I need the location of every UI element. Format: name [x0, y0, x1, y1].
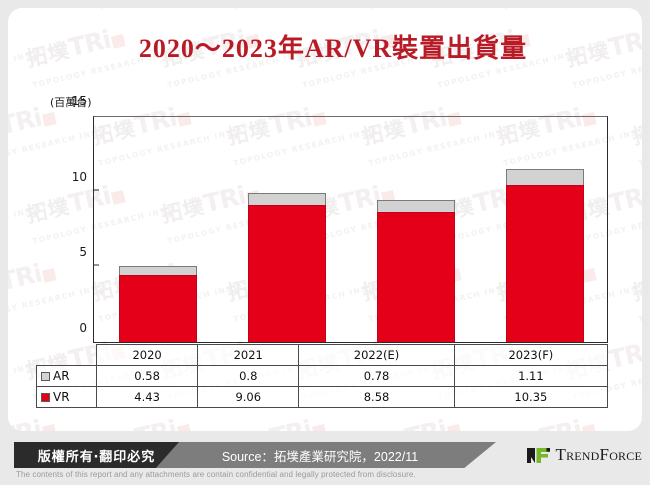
table-data-cell: 1.11 — [453, 365, 609, 387]
watermark-tile: 拓墣TRi■TOPOLOGY RESEARCH INSTITUTE — [89, 8, 270, 14]
table-data-cell: 0.8 — [197, 365, 300, 387]
bar-segment-vr — [248, 204, 327, 342]
table-corner-cell — [37, 345, 97, 366]
source-banner: Source：拓墣產業研究院，2022/11 — [144, 442, 496, 468]
footer: 版權所有‧翻印必究 Source：拓墣產業研究院，2022/11 TrendFo… — [14, 442, 650, 468]
watermark-tile: 拓墣TRi■TOPOLOGY RESEARCH INSTITUTE — [359, 8, 540, 14]
vr-swatch — [41, 393, 50, 402]
ar-swatch — [41, 372, 50, 381]
bar-group-2021 — [248, 192, 327, 342]
watermark-tile: 拓墣TRi■TOPOLOGY RESEARCH INSTITUTE — [629, 271, 642, 324]
bar-segment-vr — [119, 274, 198, 342]
page-title: 2020～2023年AR/VR裝置出貨量 — [138, 34, 528, 63]
table-data-cell: 8.58 — [298, 386, 455, 408]
table-data-cell: 0.58 — [95, 365, 199, 387]
bar-segment-ar — [505, 168, 584, 186]
trendforce-logo: TrendForce — [527, 441, 642, 469]
bar-segment-ar — [119, 266, 198, 275]
disclaimer-text: The contents of this report and any atta… — [16, 470, 416, 479]
legend-cell-ar: AR — [36, 365, 97, 387]
table-header-cell: 2021 — [197, 344, 300, 366]
table-data-cell: 10.35 — [453, 386, 609, 408]
y-axis-tick-label: 0 — [79, 321, 87, 335]
table-data-cell: 9.06 — [197, 386, 300, 408]
bar-segment-ar — [248, 192, 327, 205]
table-data-cell: 0.78 — [298, 365, 455, 387]
watermark-tile: 拓墣TRi■TOPOLOGY RESEARCH INSTITUTE — [629, 115, 642, 168]
table-row: AR 0.58 0.8 0.78 1.11 — [36, 365, 609, 387]
y-axis-tick-mark — [94, 264, 99, 266]
y-axis-tick-label: 15 — [71, 94, 87, 108]
table-data-cell: 4.43 — [95, 386, 199, 408]
bar-group-2023f — [505, 168, 584, 342]
table-header-row: 2020 2021 2022(E) 2023(F) — [37, 344, 609, 366]
trendforce-logo-icon — [527, 447, 551, 463]
trendforce-logo-text: TrendForce — [555, 445, 642, 464]
watermark-tile: 拓墣TRi■TOPOLOGY RESEARCH INSTITUTE — [494, 8, 642, 14]
watermark-tile: 拓墣TRi■TOPOLOGY RESEARCH INSTITUTE — [224, 8, 405, 14]
bar-segment-ar — [376, 200, 455, 213]
watermark-tile: 拓墣TRi■TOPOLOGY RESEARCH INSTITUTE — [629, 8, 642, 14]
y-axis-tick-label: 5 — [79, 245, 87, 260]
watermark-tile: 拓墣TRi■TOPOLOGY RESEARCH INSTITUTE — [629, 395, 642, 431]
chart-plot-area: 0 5 10 15 — [72, 94, 608, 343]
table-header-cell: 2023(F) — [453, 344, 609, 366]
table-header-cell: 2022(E) — [298, 344, 455, 366]
legend-cell-vr: VR — [36, 386, 97, 408]
copyright-banner: 版權所有‧翻印必究 — [14, 442, 179, 468]
bar-group-2022e — [376, 200, 455, 342]
bar-segment-vr — [376, 212, 455, 342]
y-axis-tick-mark — [94, 189, 99, 191]
content-card: 拓墣TRi■TOPOLOGY RESEARCH INSTITUTE拓墣TRi■T… — [8, 8, 642, 431]
data-table: 2020 2021 2022(E) 2023(F) AR 0.58 0.8 0.78 1.11 V… — [36, 344, 609, 408]
y-axis-unit-label: (百萬台) — [50, 96, 92, 109]
bar-group-2020 — [119, 266, 198, 342]
watermark-tile: 拓墣TRi■TOPOLOGY RESEARCH INSTITUTE — [8, 8, 135, 14]
bar-segment-vr — [505, 185, 584, 342]
table-row: VR 4.43 9.06 8.58 10.35 — [36, 386, 609, 408]
y-axis-tick-label: 10 — [71, 169, 87, 184]
table-header-cell: 2020 — [95, 344, 199, 366]
